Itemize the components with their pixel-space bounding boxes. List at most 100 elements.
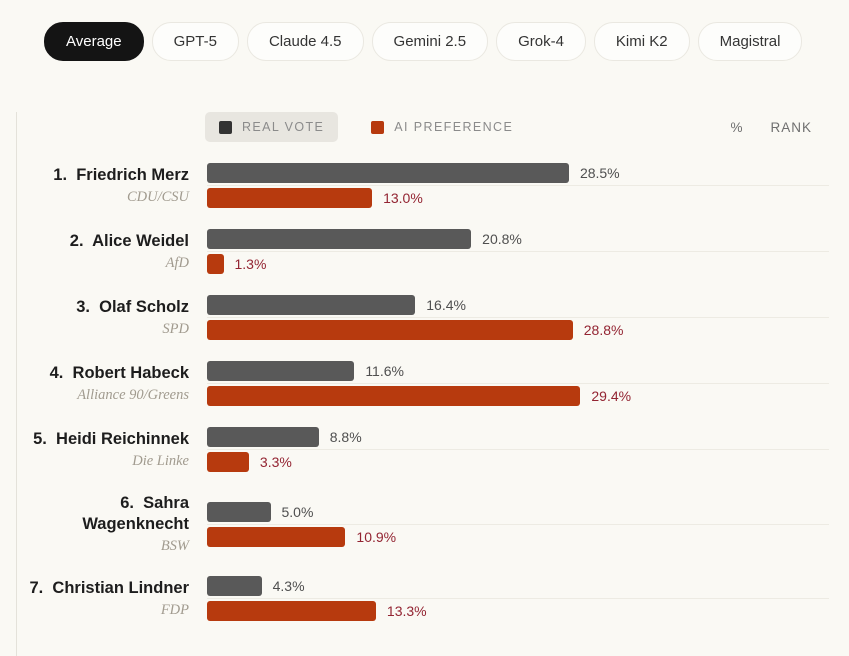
- real-vote-value: 28.5%: [579, 165, 620, 181]
- politician-row: 2. Alice Weidel AfD 20.8% 1.3%: [17, 229, 849, 274]
- bar-pair: 4.3% 13.3%: [207, 576, 829, 622]
- politician-name: 7. Christian Lindner: [29, 579, 189, 598]
- legend-row: REAL VOTE AI PREFERENCE % RANK: [205, 112, 849, 142]
- view-mode-toggle: % RANK: [730, 120, 812, 135]
- ai-preference-value: 1.3%: [234, 256, 267, 272]
- rank-number: 4.: [49, 363, 64, 382]
- real-vote-bar: [207, 501, 271, 522]
- real-vote-bar-line: 11.6%: [207, 361, 829, 384]
- real-vote-legend-toggle[interactable]: REAL VOTE: [205, 112, 339, 142]
- real-vote-bar-line: 8.8%: [207, 427, 829, 450]
- politician-label-cell: 7. Christian Lindner FDP: [17, 578, 189, 619]
- politician-row: 6. Sahra Wagenknecht BSW 5.0% 10.9%: [17, 493, 849, 555]
- bar-pair: 16.4% 28.8%: [207, 295, 829, 340]
- politician-row: 7. Christian Lindner FDP 4.3% 13.3%: [17, 576, 849, 622]
- rank-number: 6.: [120, 494, 134, 512]
- real-vote-bar-line: 5.0%: [207, 501, 829, 525]
- real-vote-bar: [207, 295, 416, 315]
- ai-preference-bar-line: 10.9%: [207, 526, 829, 547]
- ai-preference-legend-toggle[interactable]: AI PREFERENCE: [371, 112, 513, 142]
- rank-view-button[interactable]: RANK: [770, 119, 812, 135]
- politician-label-cell: 4. Robert Habeck Alliance 90/Greens: [17, 363, 189, 404]
- bar-pair: 28.5% 13.0%: [207, 163, 829, 208]
- rank-number: 3.: [76, 297, 90, 316]
- ai-preference-bar-line: 3.3%: [207, 452, 829, 472]
- politician-label-cell: 2. Alice Weidel AfD: [17, 231, 189, 272]
- ai-preference-bar: [207, 386, 581, 406]
- politician-name: 6. Sahra Wagenknecht: [82, 494, 189, 534]
- ai-preference-bar-line: 13.3%: [207, 601, 829, 622]
- percent-view-button[interactable]: %: [730, 119, 744, 135]
- party-name: BSW: [160, 538, 189, 555]
- real-vote-bar-line: 4.3%: [207, 576, 829, 600]
- ai-preference-bar-line: 13.0%: [207, 188, 829, 208]
- party-name: FDP: [160, 602, 189, 619]
- politician-row: 4. Robert Habeck Alliance 90/Greens 11.6…: [17, 361, 849, 406]
- real-vote-legend-label: REAL VOTE: [242, 120, 325, 134]
- tab-grok-4[interactable]: Grok-4: [496, 22, 586, 61]
- ai-preference-bar: [207, 526, 346, 547]
- bar-pair: 11.6% 29.4%: [207, 361, 829, 406]
- real-vote-value: 11.6%: [365, 363, 404, 379]
- party-name: CDU/CSU: [126, 189, 189, 206]
- tab-gemini-2-5[interactable]: Gemini 2.5: [371, 22, 489, 61]
- real-vote-bar: [207, 576, 262, 597]
- politician-label-cell: 5. Heidi Reichinnek Die Linke: [17, 429, 189, 470]
- bar-pair: 20.8% 1.3%: [207, 229, 829, 274]
- real-vote-swatch-icon: [219, 120, 232, 134]
- politician-name: 5. Heidi Reichinnek: [33, 429, 189, 448]
- real-vote-bar: [207, 427, 319, 447]
- ai-preference-bar: [207, 452, 249, 472]
- politician-name: 2. Alice Weidel: [69, 231, 189, 250]
- politician-label-cell: 3. Olaf Scholz SPD: [17, 297, 189, 338]
- rank-number: 1.: [53, 165, 68, 184]
- real-vote-bar-line: 20.8%: [207, 229, 829, 252]
- politician-row: 1. Friedrich Merz CDU/CSU 28.5% 13.0%: [17, 163, 849, 208]
- ai-preference-bar: [207, 188, 373, 208]
- ai-preference-legend-label: AI PREFERENCE: [394, 120, 514, 134]
- party-name: Die Linke: [132, 453, 189, 470]
- tab-gpt-5[interactable]: GPT-5: [151, 22, 239, 61]
- model-tab-bar: Average GPT-5 Claude 4.5 Gemini 2.5 Grok-4 Ki…: [44, 22, 803, 61]
- rank-number: 2.: [69, 231, 84, 250]
- bar-chart: 1. Friedrich Merz CDU/CSU 28.5% 13.0% 2.…: [17, 163, 849, 622]
- ai-preference-value: 10.9%: [356, 528, 397, 545]
- real-vote-value: 20.8%: [482, 231, 522, 247]
- ai-preference-value: 28.8%: [583, 322, 624, 338]
- party-name: AfD: [165, 255, 189, 272]
- politician-label-cell: 6. Sahra Wagenknecht BSW: [17, 493, 189, 555]
- bar-pair: 5.0% 10.9%: [207, 501, 829, 547]
- ai-preference-bar: [207, 254, 224, 274]
- party-name: Alliance 90/Greens: [77, 387, 189, 404]
- tab-claude-4-5[interactable]: Claude 4.5: [246, 22, 364, 61]
- real-vote-bar: [207, 229, 472, 249]
- real-vote-bar-line: 16.4%: [207, 295, 829, 318]
- politician-name: 4. Robert Habeck: [49, 363, 189, 382]
- politician-row: 3. Olaf Scholz SPD 16.4% 28.8%: [17, 295, 849, 340]
- politician-label-cell: 1. Friedrich Merz CDU/CSU: [17, 165, 189, 206]
- tab-kimi-k2[interactable]: Kimi K2: [593, 22, 690, 61]
- tab-average[interactable]: Average: [44, 22, 144, 61]
- tab-magistral[interactable]: Magistral: [697, 22, 803, 61]
- bar-pair: 8.8% 3.3%: [207, 427, 829, 472]
- real-vote-bar: [207, 163, 569, 183]
- chart-panel: REAL VOTE AI PREFERENCE % RANK 1. Friedr…: [16, 112, 849, 656]
- real-vote-value: 8.8%: [329, 429, 362, 445]
- ai-preference-bar: [207, 601, 376, 622]
- ai-preference-bar: [207, 320, 573, 340]
- real-vote-bar-line: 28.5%: [207, 163, 829, 186]
- ai-preference-value: 13.0%: [383, 190, 423, 206]
- politician-name: 1. Friedrich Merz: [53, 165, 189, 184]
- rank-number: 7.: [29, 579, 44, 598]
- party-name: SPD: [162, 321, 189, 338]
- politician-name: 3. Olaf Scholz: [76, 297, 189, 316]
- ai-preference-value: 29.4%: [591, 388, 632, 404]
- ai-preference-bar-line: 28.8%: [207, 320, 829, 340]
- ai-preference-swatch-icon: [371, 120, 385, 134]
- ai-preference-value: 3.3%: [259, 454, 292, 470]
- ai-preference-value: 13.3%: [386, 603, 427, 620]
- real-vote-value: 5.0%: [281, 503, 314, 520]
- rank-number: 5.: [33, 429, 47, 448]
- ai-preference-bar-line: 29.4%: [207, 386, 829, 406]
- politician-row: 5. Heidi Reichinnek Die Linke 8.8% 3.3%: [17, 427, 849, 472]
